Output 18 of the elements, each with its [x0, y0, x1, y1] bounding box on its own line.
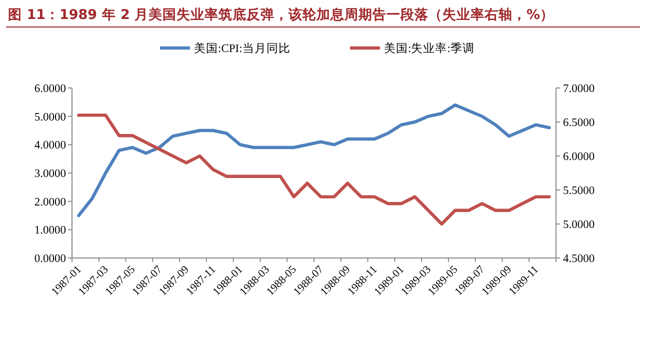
line-series — [77, 114, 551, 226]
y-tick-label: 2.0000 — [34, 196, 66, 208]
y2-tick-label: 4.5000 — [563, 253, 595, 265]
y2-tick-label: 5.0000 — [563, 219, 595, 231]
y-tick-label: 5.0000 — [34, 111, 66, 124]
chart-title: 图 11：1989 年 2 月美国失业率筑底反弹，该轮加息周期告一段落（失业率右轴，%） — [8, 6, 554, 23]
y2-tick-label: 6.5000 — [563, 117, 595, 129]
y-tick-label: 6.0000 — [34, 83, 66, 95]
y-tick-label: 1.0000 — [34, 224, 66, 237]
legend-label: 美国:CPI:当月同比 — [194, 41, 290, 55]
y-tick-label: 4.0000 — [34, 140, 66, 152]
y-tick-label: 0.0000 — [34, 253, 66, 265]
y2-tick-label: 6.0000 — [563, 151, 595, 163]
y2-tick-label: 7.0000 — [563, 83, 595, 95]
y2-tick-label: 5.5000 — [563, 185, 595, 197]
y-tick-label: 3.0000 — [34, 168, 66, 180]
line-series — [77, 103, 551, 218]
legend-label: 美国:失业率:季调 — [384, 41, 474, 55]
